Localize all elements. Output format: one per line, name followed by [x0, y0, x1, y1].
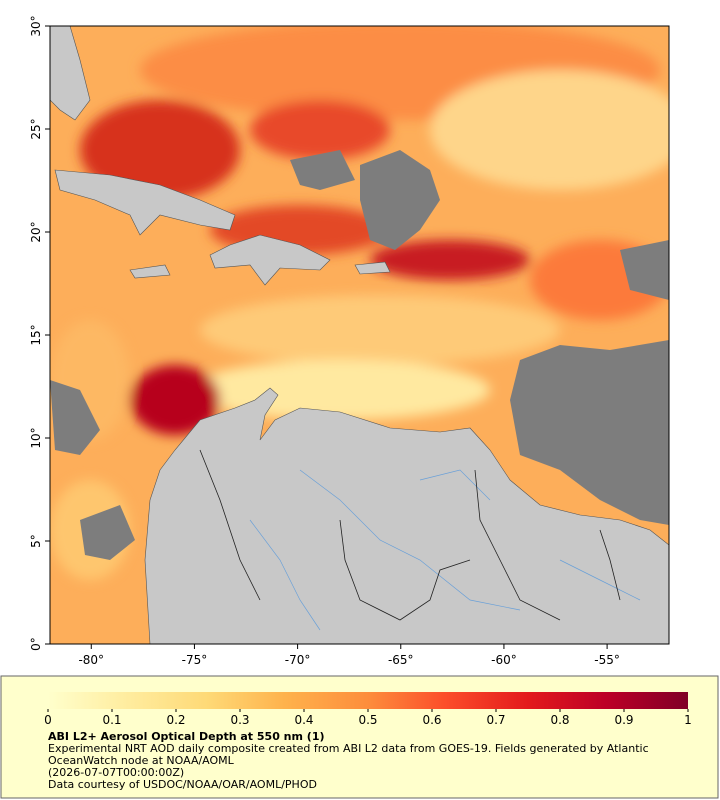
y-tick-label: 10° — [29, 427, 43, 448]
x-tick-label: -65° — [388, 653, 414, 667]
borders — [199, 449, 621, 621]
colorbar-tick-label: 1 — [684, 713, 692, 727]
colorbar-tick-label: 0.7 — [486, 713, 505, 727]
colorbar-tick-label: 0.5 — [358, 713, 377, 727]
colorbar-tick-label: 0 — [44, 713, 52, 727]
colorbar — [48, 692, 688, 709]
y-tick-label: 0° — [29, 637, 43, 651]
colorbar-tick-label: 0.3 — [230, 713, 249, 727]
y-tick-label: 25° — [29, 118, 43, 139]
colorbar-tick-label: 0.6 — [422, 713, 441, 727]
colorbar-tick-label: 0.8 — [550, 713, 569, 727]
x-tick-label: -80° — [78, 653, 104, 667]
colorbar-tick-label: 0.2 — [166, 713, 185, 727]
credit: Data courtesy of USDOC/NOAA/OAR/AOML/PHO… — [48, 778, 317, 791]
no-data-regions — [50, 150, 669, 560]
colorbar-tick-label: 0.1 — [102, 713, 121, 727]
y-tick-label: 15° — [29, 324, 43, 345]
description: Experimental NRT AOD daily composite cre… — [48, 742, 649, 767]
timestamp: (2026-07-07T00:00:00Z) — [48, 766, 185, 779]
caption: ABI L2+ Aerosol Optical Depth at 550 nm … — [48, 731, 678, 791]
colorbar-tick-label: 0.9 — [614, 713, 633, 727]
x-tick-label: -60° — [491, 653, 517, 667]
y-tick-label: 30° — [29, 15, 43, 36]
x-tick-label: -70° — [285, 653, 311, 667]
x-tick-label: -75° — [182, 653, 208, 667]
x-tick-label: -55° — [594, 653, 620, 667]
land — [50, 26, 669, 644]
y-tick-label: 20° — [29, 221, 43, 242]
y-tick-label: 5° — [29, 534, 43, 548]
colorbar-tick-label: 0.4 — [294, 713, 313, 727]
rivers — [249, 469, 641, 631]
colorbar-title: ABI L2+ Aerosol Optical Depth at 550 nm … — [48, 730, 325, 743]
map-imagery — [50, 26, 669, 644]
